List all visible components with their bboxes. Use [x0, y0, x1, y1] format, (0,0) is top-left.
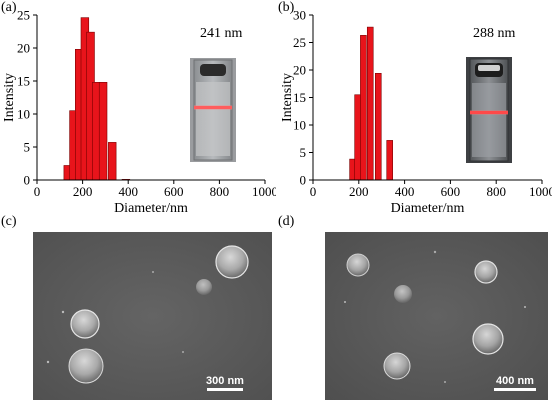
x-tick-label: 400 — [395, 184, 415, 199]
x-axis-label: Diameter/nm — [114, 201, 188, 215]
y-tick-label: 15 — [17, 74, 30, 89]
x-axis-label: Diameter/nm — [391, 201, 465, 215]
scale-bar-d: 400 nm — [491, 375, 539, 391]
y-tick-label: 0 — [24, 173, 31, 188]
size-label-a: 241 nm — [200, 26, 243, 41]
sem-image-d: 400 nm — [325, 232, 548, 400]
scale-bar-c: 300 nm — [201, 375, 249, 391]
bar — [354, 94, 361, 181]
x-tick-label: 400 — [118, 184, 138, 199]
cuvette-photo-b — [466, 57, 512, 163]
y-tick-label: 30 — [293, 8, 306, 23]
scale-bar-d-label: 400 nm — [496, 375, 534, 387]
x-tick-label: 1000 — [529, 184, 552, 199]
bar — [374, 73, 382, 181]
bar — [108, 142, 117, 181]
x-tick-label: 1000 — [252, 184, 276, 199]
y-tick-label: 25 — [17, 8, 30, 23]
x-tick-label: 800 — [486, 184, 506, 199]
x-tick-label: 800 — [210, 184, 230, 199]
x-tick-label: 0 — [310, 184, 317, 199]
panel-label-a: (a) — [1, 0, 17, 15]
x-tick-label: 200 — [349, 184, 369, 199]
x-tick-label: 200 — [73, 184, 93, 199]
y-axis-label: Intensity — [280, 73, 295, 122]
y-tick-label: 5 — [24, 140, 31, 155]
panel-label-c: (c) — [1, 214, 17, 229]
scale-bar-c-label: 300 nm — [206, 375, 244, 387]
y-tick-label: 20 — [17, 41, 30, 56]
bar — [386, 140, 393, 181]
histogram-b: 0 200 400 600 800 1000 0 5 10 15 20 25 30 Diameter/nm… — [280, 8, 552, 216]
histogram-a: 0 200 400 600 800 1000 0 5 10 15 20 25 Diameter/nm In… — [2, 8, 276, 216]
y-tick-label: 5 — [300, 145, 307, 160]
y-tick-label: 25 — [293, 35, 306, 50]
x-tick-label: 0 — [34, 184, 41, 199]
x-tick-label: 600 — [441, 184, 461, 199]
panel-label-d: (d) — [278, 214, 295, 229]
y-tick-label: 10 — [17, 107, 30, 122]
panel-label-b: (b) — [278, 0, 295, 15]
x-tick-label: 600 — [164, 184, 184, 199]
bar — [360, 35, 367, 181]
bar — [366, 26, 374, 181]
y-tick-label: 0 — [300, 173, 307, 188]
size-label-b: 288 nm — [473, 26, 516, 41]
y-tick-label: 15 — [293, 90, 306, 105]
bar — [98, 82, 108, 181]
sem-image-c: 300 nm — [33, 232, 272, 400]
y-tick-label: 10 — [293, 118, 306, 133]
y-axis-label: Intensity — [2, 73, 17, 122]
y-tick-label: 20 — [293, 63, 306, 78]
cuvette-photo-a — [190, 58, 236, 162]
